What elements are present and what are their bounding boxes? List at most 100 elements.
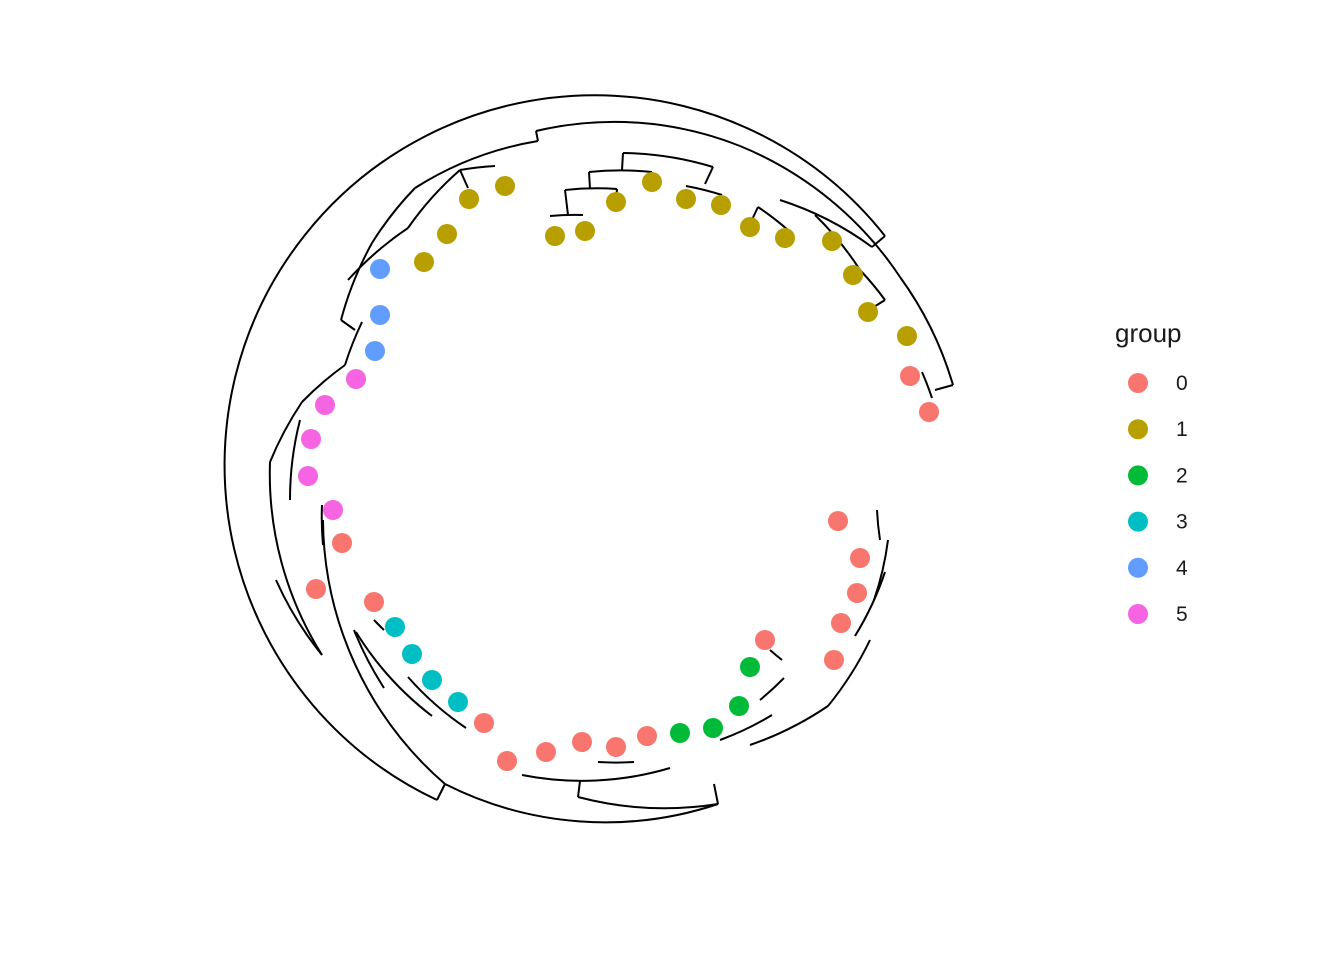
clade-arc [854,571,886,637]
clade-arc [759,677,785,701]
clade-arc [288,419,301,501]
branch [588,171,591,190]
legend-label-4: 4 [1176,557,1188,580]
clade-arc [769,649,783,661]
clade-arc [564,187,618,191]
clade-arc [322,519,446,785]
tip-point-group-0 [606,737,626,757]
clade-arc [444,783,719,824]
tip-point-group-4 [370,305,390,325]
legend-key-0 [1128,373,1148,393]
clade-arc [719,714,773,741]
clade-arc [597,761,635,764]
legend: group 0 1 2 3 4 5 [1115,318,1188,626]
tip-point-group-1 [495,176,515,196]
tip-point-group-1 [414,252,434,272]
legend-key-3 [1128,511,1148,532]
tip-point-group-5 [301,429,321,449]
tip-point-group-2 [740,657,760,677]
tip-point-group-1 [740,217,760,237]
tip-point-group-0 [824,650,844,670]
clade-arc [749,705,829,746]
tip-point-group-0 [306,579,326,599]
tip-point-group-5 [346,369,366,389]
legend-key-2 [1128,465,1148,486]
tip-point-group-5 [298,466,318,486]
tip-point-group-0 [474,713,494,733]
branch [713,783,719,805]
legend-key-5 [1128,604,1148,624]
tip-point-group-1 [459,189,479,209]
tip-point-group-1 [545,226,565,246]
clade-arc [757,206,789,231]
tip-point-group-1 [711,195,731,215]
clade-arc [535,120,741,147]
tip-point-group-4 [370,259,390,279]
clade-arc [275,579,323,656]
tip-point-group-1 [606,192,626,212]
branch [577,780,581,798]
branch [459,169,469,189]
clade-arc [827,639,871,707]
legend-entries: 0 1 2 3 4 5 [1128,372,1188,626]
clade-arc [301,364,346,403]
legend-label-5: 5 [1176,603,1188,626]
clade-arc [414,140,539,189]
tip-point-group-0 [332,533,352,553]
tip-point-group-0 [497,751,517,771]
dendrogram-branches [223,94,954,824]
legend-label-3: 3 [1176,511,1188,534]
tip-point-group-0 [364,592,384,612]
tip-point-group-0 [850,548,870,568]
clade-arc [739,145,901,278]
clade-arc [685,185,723,196]
tip-point-group-4 [365,341,385,361]
legend-title: group [1115,318,1182,348]
tip-point-group-1 [775,228,795,248]
clade-arc [320,504,324,546]
legend-key-1 [1128,419,1148,440]
tip-point-group-3 [385,617,405,637]
clade-arc [876,509,881,541]
tip-point-group-0 [755,630,775,650]
clade-arc [407,169,461,229]
tip-point-group-1 [858,302,878,322]
tip-point-group-0 [637,726,657,746]
clade-arc [779,199,873,248]
branch [621,152,624,171]
tip-point-group-1 [676,189,696,209]
clade-arc [355,631,433,717]
clade-arc [622,152,714,168]
tip-point-group-0 [572,732,592,752]
clade-arc [899,276,954,386]
tip-point-group-2 [670,723,690,743]
clade-arc [347,227,409,281]
legend-label-2: 2 [1176,464,1188,487]
clade-arc [344,321,363,366]
branch [564,189,569,216]
branch [535,130,539,142]
clade-arc [459,165,496,171]
tip-point-group-1 [642,172,662,192]
tip-point-group-0 [536,742,556,762]
branch [934,384,954,391]
branch [871,235,886,248]
branch [704,166,714,185]
tip-point-group-1 [897,326,917,346]
clade-arc [373,619,385,631]
clade-arc [921,371,933,399]
tip-point-group-3 [402,644,422,664]
clade-arc [268,461,323,656]
legend-label-1: 1 [1176,418,1188,441]
tip-point-group-3 [422,670,442,690]
clade-arc [873,539,889,601]
tip-point-group-0 [828,511,848,531]
tip-point-group-2 [703,718,723,738]
tip-point-group-5 [315,395,335,415]
tip-point-group-2 [729,696,749,716]
clade-arc [340,242,373,321]
tip-point-group-3 [448,692,468,712]
tip-point-group-1 [437,224,457,244]
tip-point-group-5 [323,500,343,520]
